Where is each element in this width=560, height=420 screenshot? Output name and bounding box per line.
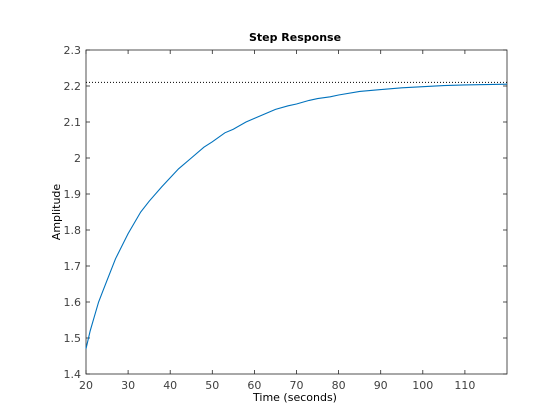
y-tick-label: 2.1: [64, 116, 82, 129]
y-axis-label: Amplitude: [50, 184, 63, 241]
y-tick-label: 1.6: [64, 296, 82, 309]
x-tick-label: 90: [374, 379, 388, 392]
y-tick-label: 2.2: [64, 80, 82, 93]
y-tick-label: 1.5: [64, 332, 82, 345]
x-tick-label: 110: [454, 379, 475, 392]
y-tick-label: 1.8: [64, 224, 82, 237]
y-tick-label: 1.7: [64, 260, 82, 273]
x-tick-label: 50: [205, 379, 219, 392]
step-response-line: [85, 83, 508, 349]
y-tick-label: 2: [74, 152, 81, 165]
x-tick-label: 40: [163, 379, 177, 392]
x-tick-label: 30: [121, 379, 135, 392]
x-axis-label: Time (seconds): [252, 391, 337, 404]
plot-area-frame: [85, 49, 508, 375]
x-tick-label: 60: [247, 379, 261, 392]
y-tick-label: 1.4: [64, 368, 82, 381]
chart-title: Step Response: [249, 31, 341, 44]
y-tick-label: 2.3: [64, 44, 82, 57]
y-tick-label: 1.9: [64, 188, 82, 201]
x-tick-label: 80: [332, 379, 346, 392]
x-tick-label: 70: [290, 379, 304, 392]
x-tick-label: 100: [412, 379, 433, 392]
x-tick-label: 20: [79, 379, 93, 392]
